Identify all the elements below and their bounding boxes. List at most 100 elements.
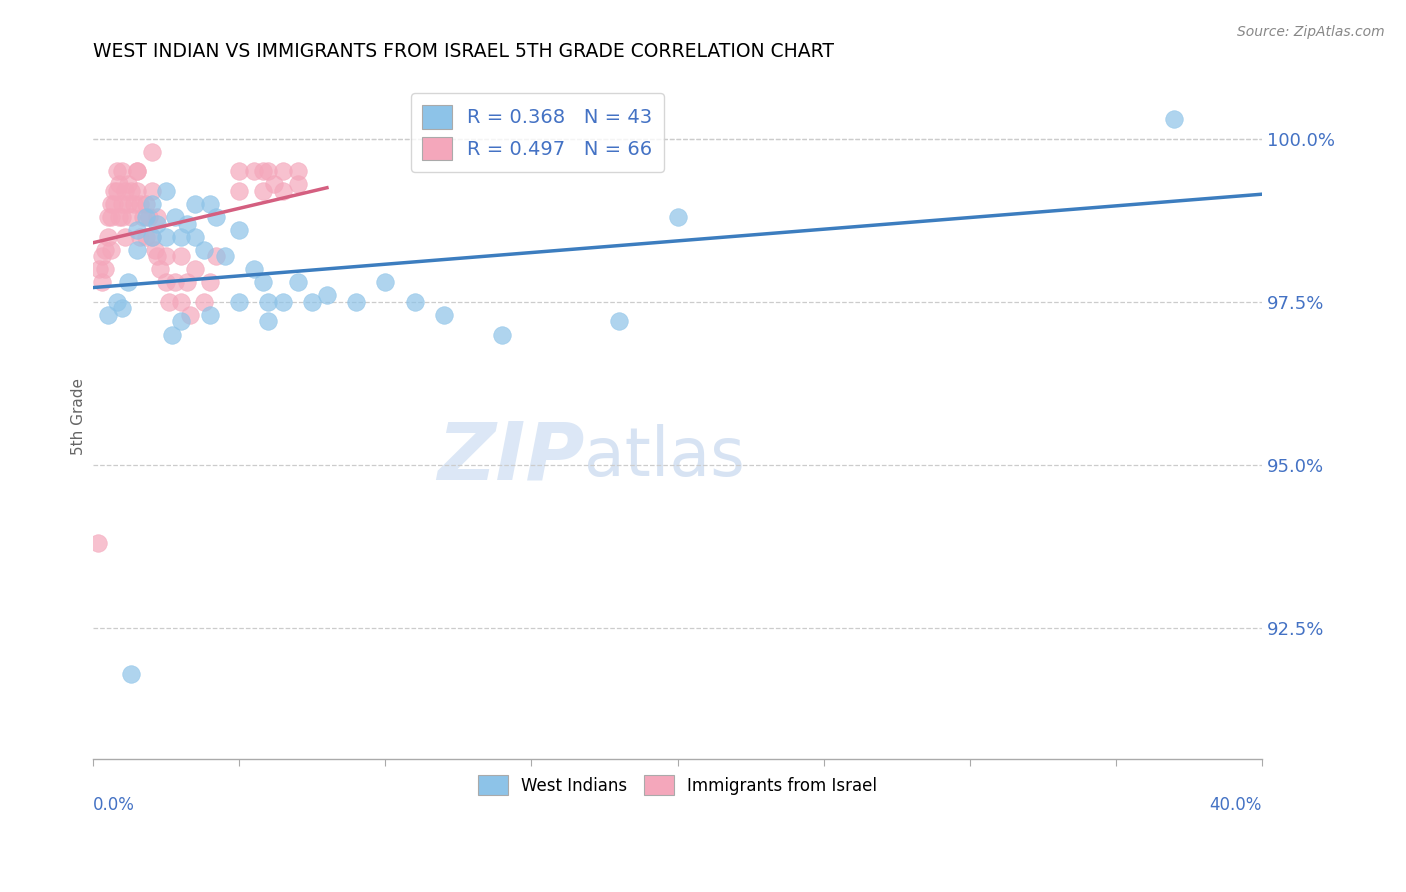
Point	[228, 294, 250, 309]
Point	[433, 308, 456, 322]
Point	[404, 294, 426, 309]
Point	[91, 249, 114, 263]
Point	[257, 164, 280, 178]
Point	[176, 275, 198, 289]
Point	[176, 217, 198, 231]
Point	[193, 243, 215, 257]
Point	[271, 164, 294, 178]
Point	[149, 262, 172, 277]
Point	[170, 229, 193, 244]
Point	[111, 210, 134, 224]
Point	[91, 275, 114, 289]
Point	[198, 275, 221, 289]
Point	[94, 243, 117, 257]
Legend: West Indians, Immigrants from Israel: West Indians, Immigrants from Israel	[471, 768, 884, 802]
Text: atlas: atlas	[583, 425, 745, 491]
Point	[155, 249, 177, 263]
Text: 40.0%: 40.0%	[1209, 797, 1263, 814]
Point	[243, 164, 266, 178]
Point	[143, 243, 166, 257]
Point	[97, 210, 120, 224]
Y-axis label: 5th Grade: 5th Grade	[72, 377, 86, 455]
Point	[129, 229, 152, 244]
Point	[228, 223, 250, 237]
Point	[117, 197, 139, 211]
Point	[141, 197, 163, 211]
Point	[100, 243, 122, 257]
Point	[125, 184, 148, 198]
Point	[141, 229, 163, 244]
Point	[252, 164, 274, 178]
Point	[125, 164, 148, 178]
Point	[271, 184, 294, 198]
Point	[170, 249, 193, 263]
Point	[100, 197, 122, 211]
Point	[132, 210, 155, 224]
Point	[214, 249, 236, 263]
Point	[141, 145, 163, 159]
Point	[155, 184, 177, 198]
Point	[111, 197, 134, 211]
Point	[287, 178, 309, 192]
Point	[105, 294, 128, 309]
Point	[141, 184, 163, 198]
Point	[666, 210, 689, 224]
Point	[252, 184, 274, 198]
Point	[257, 294, 280, 309]
Point	[125, 223, 148, 237]
Point	[184, 197, 207, 211]
Point	[316, 288, 339, 302]
Point	[120, 667, 142, 681]
Point	[111, 164, 134, 178]
Point	[135, 210, 157, 224]
Point	[100, 210, 122, 224]
Point	[117, 275, 139, 289]
Point	[344, 294, 367, 309]
Point	[205, 249, 228, 263]
Point	[103, 197, 125, 211]
Point	[228, 184, 250, 198]
Point	[108, 178, 131, 192]
Point	[170, 314, 193, 328]
Point	[146, 249, 169, 263]
Point	[198, 308, 221, 322]
Point	[252, 275, 274, 289]
Point	[155, 275, 177, 289]
Point	[141, 229, 163, 244]
Point	[103, 184, 125, 198]
Point	[184, 262, 207, 277]
Point	[179, 308, 201, 322]
Point	[146, 217, 169, 231]
Point	[163, 210, 186, 224]
Point	[117, 178, 139, 192]
Text: Source: ZipAtlas.com: Source: ZipAtlas.com	[1237, 25, 1385, 39]
Point	[184, 229, 207, 244]
Point	[287, 275, 309, 289]
Point	[114, 184, 136, 198]
Text: 0.0%: 0.0%	[93, 797, 135, 814]
Point	[97, 229, 120, 244]
Point	[120, 184, 142, 198]
Text: ZIP: ZIP	[437, 418, 583, 496]
Point	[607, 314, 630, 328]
Point	[1163, 112, 1185, 127]
Point	[243, 262, 266, 277]
Point	[146, 210, 169, 224]
Point	[198, 197, 221, 211]
Point	[287, 164, 309, 178]
Point	[114, 229, 136, 244]
Point	[491, 327, 513, 342]
Point	[129, 197, 152, 211]
Point	[163, 275, 186, 289]
Point	[257, 314, 280, 328]
Point	[301, 294, 323, 309]
Point	[160, 327, 183, 342]
Point	[108, 210, 131, 224]
Point	[263, 178, 285, 192]
Point	[122, 197, 145, 211]
Point	[97, 308, 120, 322]
Point	[94, 262, 117, 277]
Text: WEST INDIAN VS IMMIGRANTS FROM ISRAEL 5TH GRADE CORRELATION CHART: WEST INDIAN VS IMMIGRANTS FROM ISRAEL 5T…	[93, 42, 834, 61]
Point	[120, 210, 142, 224]
Point	[374, 275, 396, 289]
